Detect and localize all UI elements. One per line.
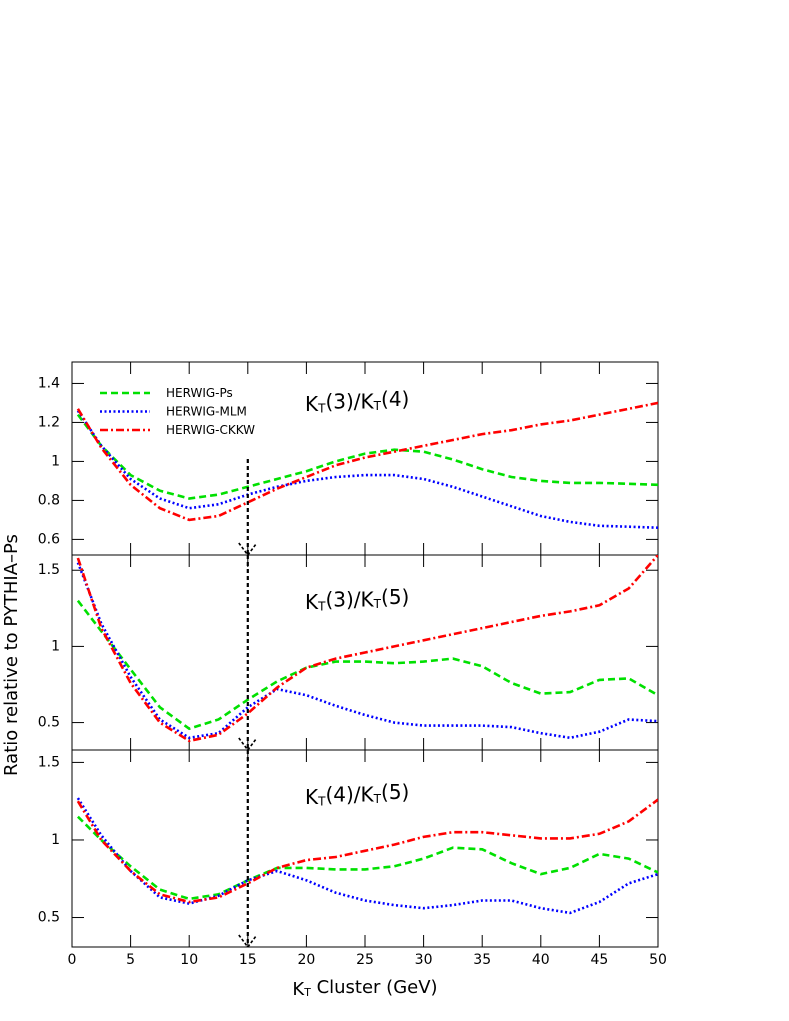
annotation: KT(4)/KT(5) xyxy=(305,780,409,809)
x-tick-label: 5 xyxy=(126,952,135,968)
y-tick-label: 1 xyxy=(51,832,60,848)
y-tick-label: 0.5 xyxy=(38,910,60,926)
series-line xyxy=(76,413,658,500)
series-line xyxy=(76,555,658,743)
x-tick-label: 20 xyxy=(297,952,315,968)
x-tick-label: 25 xyxy=(356,952,374,968)
y-tick-label: 0.5 xyxy=(38,715,60,731)
series-line xyxy=(76,599,658,731)
x-tick-label: 30 xyxy=(415,952,433,968)
legend-label: HERWIG-CKKW xyxy=(166,423,255,437)
x-tick-label: 10 xyxy=(180,952,198,968)
y-tick-label: 1.4 xyxy=(38,375,60,391)
y-tick-label: 1.5 xyxy=(38,754,60,770)
y-tick-label: 1.5 xyxy=(38,562,60,578)
x-tick-label: 45 xyxy=(590,952,608,968)
x-axis-label: KT Cluster (GeV) xyxy=(292,977,437,1000)
y-tick-label: 1 xyxy=(51,453,60,469)
series-line xyxy=(76,798,658,904)
annotation: KT(3)/KT(5) xyxy=(305,585,409,614)
plot-area xyxy=(76,797,658,915)
y-tick-label: 0.6 xyxy=(38,531,60,547)
series-line xyxy=(76,409,658,529)
plot-area xyxy=(76,401,658,529)
y-tick-label: 1.2 xyxy=(38,414,60,430)
marker-arrow xyxy=(238,934,258,949)
series-line xyxy=(76,401,658,522)
x-tick-label: 50 xyxy=(649,952,667,968)
plot-area xyxy=(76,555,658,743)
y-axis-label: Ratio relative to PYTHIA–Ps xyxy=(1,534,22,776)
legend-label: HERWIG-MLM xyxy=(166,404,247,418)
y-tick-label: 1 xyxy=(51,638,60,654)
series-line xyxy=(76,797,658,915)
x-tick-label: 0 xyxy=(68,952,77,968)
x-tick-label: 40 xyxy=(532,952,550,968)
y-tick-label: 0.8 xyxy=(38,492,60,508)
legend-label: HERWIG-Ps xyxy=(166,386,233,400)
x-tick-label: 15 xyxy=(239,952,257,968)
plot-frame xyxy=(71,749,659,948)
x-tick-label: 35 xyxy=(473,952,491,968)
series-line xyxy=(76,562,658,740)
series-line xyxy=(76,815,658,901)
annotation: KT(3)/KT(4) xyxy=(305,387,409,416)
